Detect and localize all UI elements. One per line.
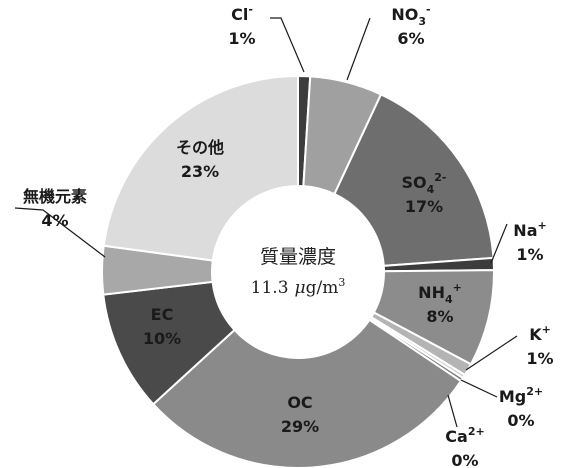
center-unit-prefix: μ	[295, 278, 306, 298]
leader-ca	[447, 394, 458, 428]
label-mg-charge: 2+	[526, 385, 543, 398]
label-cl-charge: -	[248, 3, 253, 16]
label-mg-name: Mg	[499, 387, 526, 406]
label-nh4: NH4+	[418, 281, 462, 306]
slice-other	[102, 74, 299, 262]
label-oc-name: OC	[287, 393, 312, 412]
label-nh4-charge: +	[453, 281, 462, 294]
slice-labels: Cl-1%NO3-6%SO42-17%Na+1%NH4+8%K+1%Mg2+0%…	[23, 3, 554, 468]
label-so4-charge: 2-	[434, 171, 446, 184]
label-k-charge: +	[542, 323, 551, 336]
label-k: K+	[529, 323, 551, 344]
label-so4-value: 17%	[405, 197, 443, 216]
label-nh4-name: NH	[418, 283, 445, 302]
label-so4-sub: 4	[427, 183, 435, 196]
label-no3-value: 6%	[397, 29, 424, 48]
label-inorg: 無機元素	[23, 187, 87, 206]
label-ca-charge: 2+	[468, 425, 485, 438]
label-nh4-sub: 4	[445, 293, 453, 306]
label-no3-sub: 3	[418, 15, 426, 28]
leader-na	[490, 223, 508, 264]
label-cl: Cl-	[231, 3, 253, 24]
label-other: その他	[176, 138, 224, 157]
leader-cl	[270, 17, 305, 73]
center-unit-exp: 3	[338, 276, 345, 289]
label-ca-value: 0%	[451, 451, 478, 468]
slice-oc	[151, 318, 463, 468]
label-na-charge: +	[537, 219, 546, 232]
label-nh4-value: 8%	[426, 307, 453, 326]
label-inorg-name: 無機元素	[23, 187, 87, 206]
label-na-name: Na	[513, 221, 537, 240]
label-k-name: K	[529, 325, 542, 344]
label-na: Na+	[513, 219, 546, 240]
label-cl-name: Cl	[231, 5, 248, 24]
label-ec-name: EC	[151, 305, 174, 324]
label-mg: Mg2+	[499, 385, 543, 406]
leader-mg	[460, 379, 498, 398]
center-label: 質量濃度 11.3 μg/m3	[251, 246, 346, 298]
leader-lines	[14, 17, 518, 428]
leader-inorg	[14, 207, 106, 258]
label-na-value: 1%	[516, 245, 543, 264]
label-mg-value: 0%	[507, 411, 534, 430]
center-unit-main: g/m	[306, 278, 339, 298]
label-ca-name: Ca	[445, 427, 468, 446]
label-no3: NO3-	[391, 3, 430, 28]
leader-k	[465, 335, 518, 371]
label-so4: SO42-	[401, 171, 446, 196]
slice-so4	[333, 93, 495, 267]
label-k-value: 1%	[526, 349, 553, 368]
label-no3-name: NO	[391, 5, 418, 24]
label-cl-value: 1%	[228, 29, 255, 48]
label-so4-name: SO	[401, 173, 426, 192]
label-no3-charge: -	[426, 3, 431, 16]
leader-no3	[346, 17, 371, 81]
center-title: 質量濃度	[260, 246, 336, 268]
label-ec: EC	[151, 305, 174, 324]
label-other-value: 23%	[181, 162, 219, 181]
label-other-name: その他	[176, 138, 224, 157]
label-inorg-value: 4%	[41, 211, 68, 230]
center-value-number: 11.3	[251, 278, 289, 298]
label-ec-value: 10%	[143, 329, 181, 348]
label-oc: OC	[287, 393, 312, 412]
label-ca: Ca2+	[445, 425, 484, 446]
label-oc-value: 29%	[281, 417, 319, 436]
donut-slices	[101, 74, 496, 468]
center-value: 11.3 μg/m3	[251, 276, 346, 298]
